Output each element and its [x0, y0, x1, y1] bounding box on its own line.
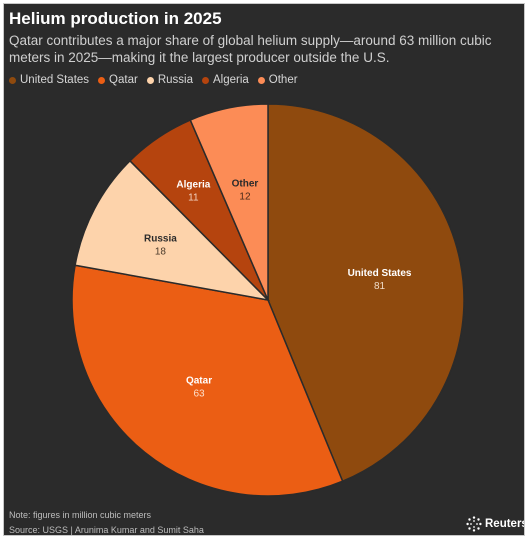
chart-title: Helium production in 2025	[9, 9, 222, 28]
slice-value-russia: 18	[155, 246, 167, 257]
slice-value-algeria: 11	[188, 193, 199, 204]
legend-label-algeria: Algeria	[212, 74, 249, 86]
reuters-dots-icon	[466, 516, 482, 532]
reuters-logo-text: Reuters	[485, 518, 525, 530]
chart-subtitle: Qatar contributes a major share of globa…	[9, 33, 492, 65]
slice-label-russia: Russia	[144, 233, 177, 244]
legend-item-russia: Russia	[146, 74, 193, 86]
pie-slice-qatar	[71, 264, 344, 497]
reuters-logo: Reuters	[466, 516, 525, 532]
legend-swatch-united-states	[9, 76, 16, 84]
slice-value-other: 12	[239, 192, 251, 203]
legend-swatch-algeria	[201, 76, 209, 84]
legend-label-qatar: Qatar	[109, 74, 138, 86]
pie-chart: United States 81 Qatar 63 Russia 18 Algeria 11 O…	[71, 103, 465, 497]
slice-label-algeria: Algeria	[176, 180, 210, 191]
slice-value-united-states: 81	[374, 281, 386, 292]
source-credit: Source: USGS | Arunima Kumar and Sumit S…	[9, 525, 204, 535]
slice-label-qatar: Qatar	[186, 375, 212, 386]
chart-frame: Helium production in 2025 Qatar contribu…	[3, 3, 525, 536]
legend-item-other: Other	[257, 74, 298, 86]
slice-value-qatar: 63	[193, 388, 205, 399]
legend-label-united-states: United States	[20, 74, 90, 86]
slice-label-other: Other	[232, 179, 259, 190]
legend-label-russia: Russia	[157, 74, 193, 86]
chart-legend: United States Qatar Russia Algeria Other	[9, 74, 298, 86]
legend-item-qatar: Qatar	[98, 74, 138, 86]
pie-slice-united-states	[267, 103, 465, 483]
legend-swatch-other	[257, 76, 265, 84]
legend-swatch-russia	[146, 76, 154, 84]
legend-item-algeria: Algeria	[201, 74, 249, 86]
legend-swatch-qatar	[98, 76, 106, 84]
footnote: Note: figures in million cubic meters	[9, 510, 152, 520]
pie-slice-other	[189, 103, 269, 301]
slice-label-united-states: United States	[348, 268, 412, 279]
pie-slice-russia	[74, 159, 271, 302]
legend-item-united-states: United States	[9, 74, 89, 86]
legend-label-other: Other	[268, 74, 298, 86]
